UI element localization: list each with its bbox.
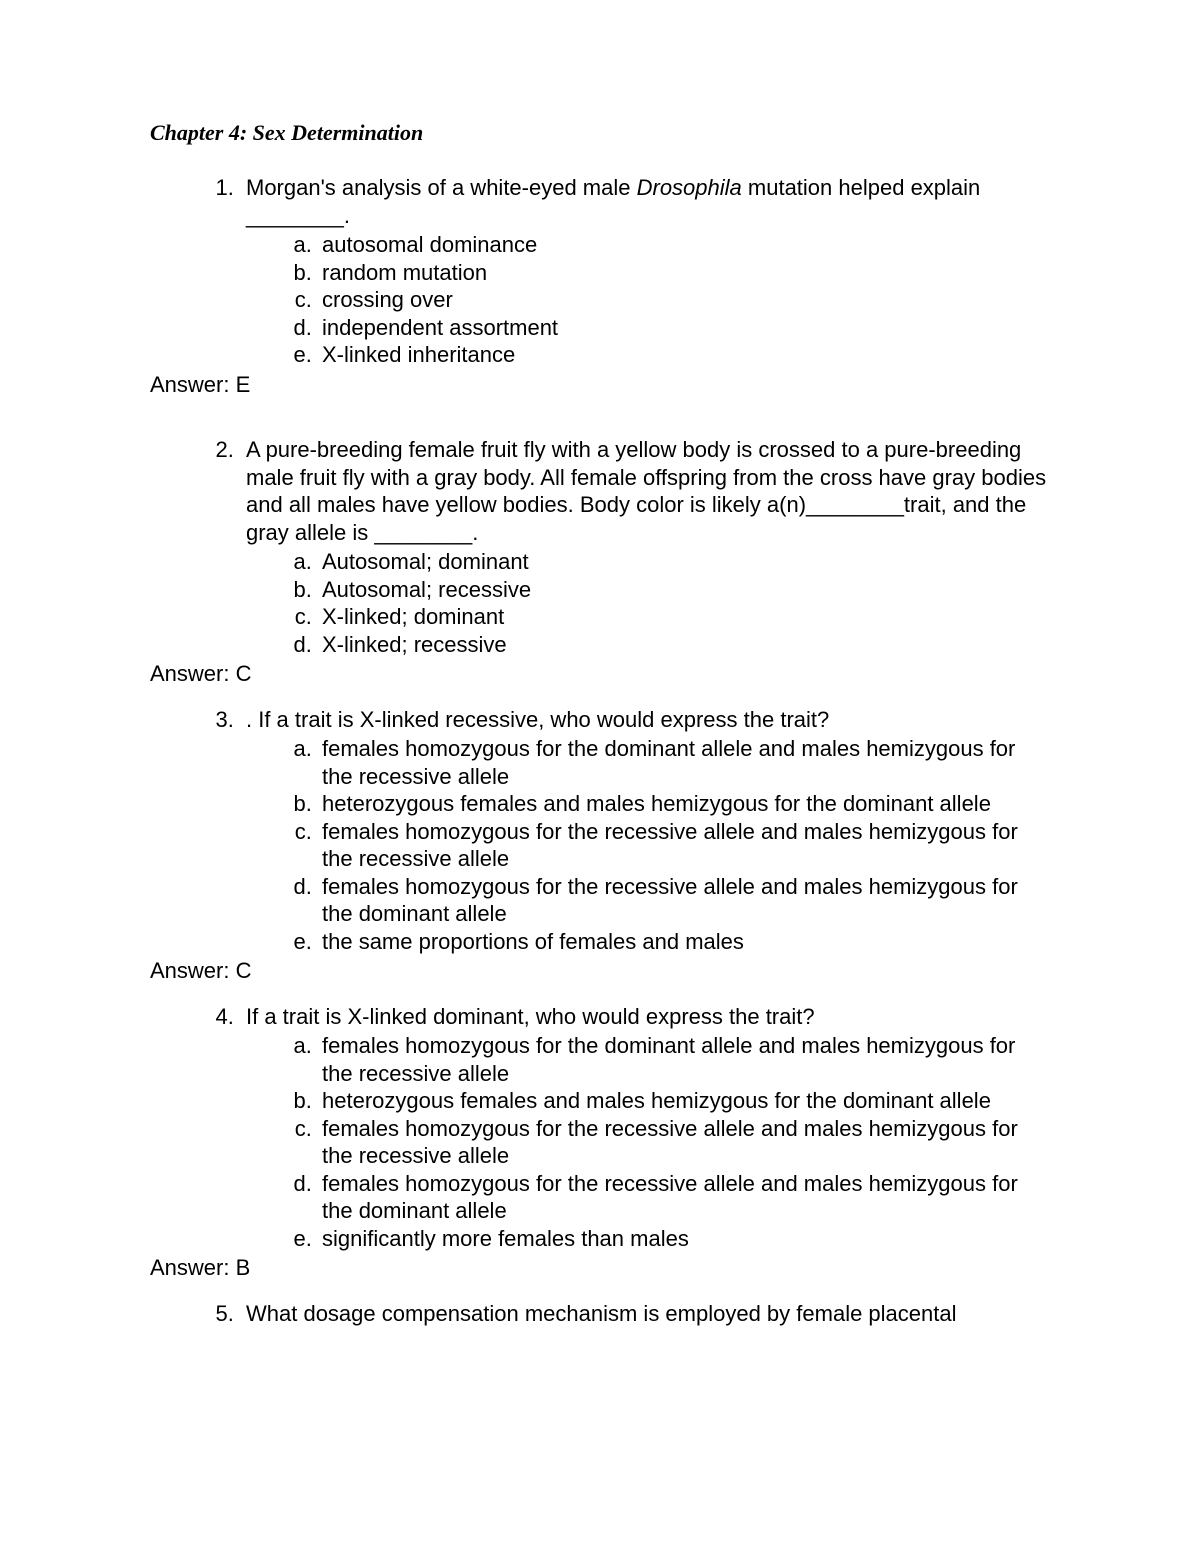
answer-prefix: Answer:: [150, 958, 236, 983]
question-stem: A pure-breeding female fruit fly with a …: [246, 437, 1046, 545]
answer-line: Answer: E: [150, 371, 1050, 399]
option-list: females homozygous for the dominant alle…: [246, 735, 1050, 955]
option: the same proportions of females and male…: [318, 928, 1050, 956]
question-list: A pure-breeding female fruit fly with a …: [150, 436, 1050, 658]
answer-line: Answer: C: [150, 957, 1050, 985]
option: females homozygous for the recessive all…: [318, 1115, 1050, 1170]
option: X-linked; dominant: [318, 603, 1050, 631]
question-item: A pure-breeding female fruit fly with a …: [240, 436, 1050, 658]
answer-prefix: Answer:: [150, 661, 236, 686]
question-item: If a trait is X-linked dominant, who wou…: [240, 1003, 1050, 1253]
question-item: . If a trait is X-linked recessive, who …: [240, 706, 1050, 956]
option: females homozygous for the dominant alle…: [318, 1032, 1050, 1087]
question-list: If a trait is X-linked dominant, who wou…: [150, 1003, 1050, 1253]
option: random mutation: [318, 259, 1050, 287]
answer-value: C: [236, 958, 252, 983]
answer-line: Answer: C: [150, 660, 1050, 688]
answer-value: E: [236, 372, 251, 397]
stem-italic: Drosophila: [637, 175, 742, 200]
answer-line: Answer: B: [150, 1254, 1050, 1282]
answer-value: C: [236, 661, 252, 686]
option: autosomal dominance: [318, 231, 1050, 259]
chapter-title: Chapter 4: Sex Determination: [150, 120, 1050, 146]
question-stem: . If a trait is X-linked recessive, who …: [246, 707, 829, 732]
option: X-linked inheritance: [318, 341, 1050, 369]
option-list: autosomal dominance random mutation cros…: [246, 231, 1050, 369]
question-stem: If a trait is X-linked dominant, who wou…: [246, 1004, 815, 1029]
answer-prefix: Answer:: [150, 1255, 236, 1280]
option: heterozygous females and males hemizygou…: [318, 790, 1050, 818]
option: heterozygous females and males hemizygou…: [318, 1087, 1050, 1115]
option: females homozygous for the recessive all…: [318, 1170, 1050, 1225]
question-list: Morgan's analysis of a white-eyed male D…: [150, 174, 1050, 369]
option: independent assortment: [318, 314, 1050, 342]
question-item: Morgan's analysis of a white-eyed male D…: [240, 174, 1050, 369]
option: females homozygous for the dominant alle…: [318, 735, 1050, 790]
option: significantly more females than males: [318, 1225, 1050, 1253]
option: females homozygous for the recessive all…: [318, 818, 1050, 873]
option: Autosomal; recessive: [318, 576, 1050, 604]
stem-pre: Morgan's analysis of a white-eyed male: [246, 175, 637, 200]
option: crossing over: [318, 286, 1050, 314]
question-stem: Morgan's analysis of a white-eyed male D…: [246, 175, 980, 228]
option: X-linked; recessive: [318, 631, 1050, 659]
option-list: females homozygous for the dominant alle…: [246, 1032, 1050, 1252]
option-list: Autosomal; dominant Autosomal; recessive…: [246, 548, 1050, 658]
question-list: . If a trait is X-linked recessive, who …: [150, 706, 1050, 956]
option: females homozygous for the recessive all…: [318, 873, 1050, 928]
answer-value: B: [236, 1255, 251, 1280]
answer-prefix: Answer:: [150, 372, 236, 397]
question-list: What dosage compensation mechanism is em…: [150, 1300, 1050, 1328]
document-page: Chapter 4: Sex Determination Morgan's an…: [0, 0, 1200, 1553]
question-item: What dosage compensation mechanism is em…: [240, 1300, 1050, 1328]
option: Autosomal; dominant: [318, 548, 1050, 576]
question-stem: What dosage compensation mechanism is em…: [246, 1301, 957, 1326]
